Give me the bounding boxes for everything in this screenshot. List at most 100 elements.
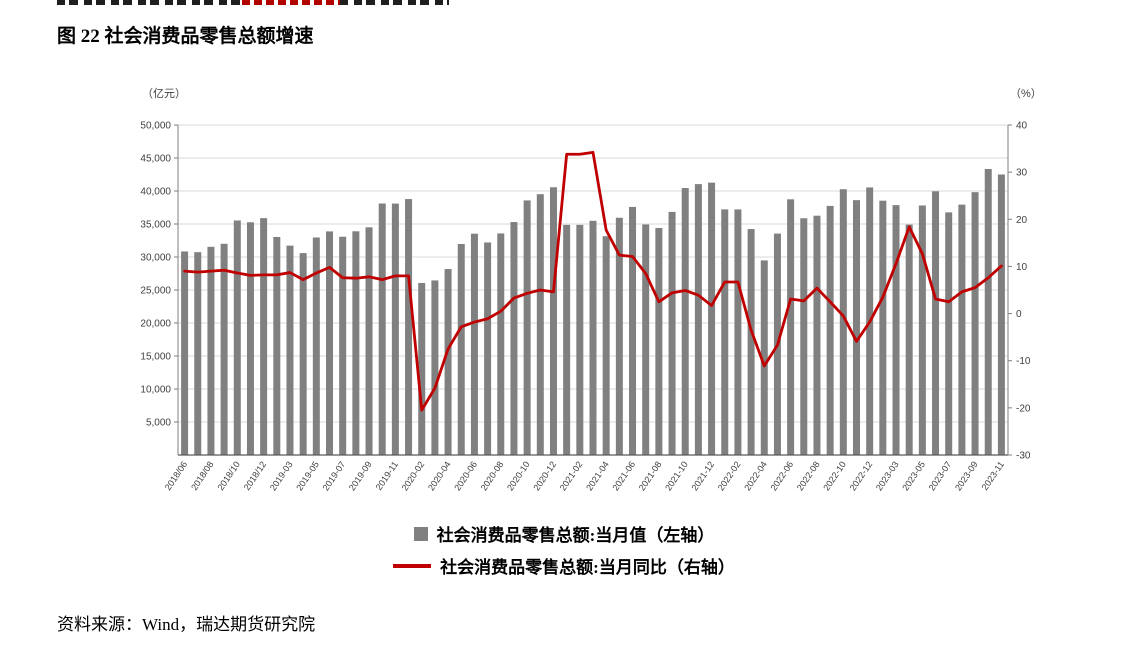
x-axis-tick-label: 2021-12 <box>689 460 716 493</box>
bar <box>905 224 913 455</box>
bar <box>470 233 478 455</box>
bar-series-swatch <box>413 526 428 541</box>
x-axis-tick-label: 2022-02 <box>716 460 743 493</box>
x-axis-tick-label: 2022-08 <box>795 460 822 493</box>
bar <box>879 200 887 455</box>
bar <box>760 260 768 455</box>
right-axis-tick-label: 10 <box>1016 262 1028 273</box>
right-axis-tick-label: -30 <box>1016 451 1031 462</box>
x-axis-tick-label: 2018/10 <box>215 460 241 493</box>
left-axis-tick-label: 10,000 <box>140 385 171 396</box>
bar <box>576 224 584 455</box>
bar <box>220 243 228 455</box>
bar <box>932 191 940 455</box>
right-axis-tick-label: -10 <box>1016 356 1031 367</box>
x-axis-tick-label: 2018/08 <box>189 460 215 493</box>
x-axis-tick-label: 2022-06 <box>768 460 795 493</box>
right-axis-unit: （%） <box>1010 88 1042 100</box>
left-axis-tick-label: 25,000 <box>140 286 171 297</box>
x-axis-tick-label: 2020-02 <box>400 460 427 493</box>
left-axis-tick-label: 45,000 <box>140 154 171 165</box>
bar <box>563 224 571 455</box>
x-axis-tick-label: 2020-10 <box>505 460 532 493</box>
legend-item-line-series: 社会消费品零售总额:当月同比（右轴） <box>393 553 735 578</box>
chart-legend: 社会消费品零售总额:当月值（左轴） 社会消费品零售总额:当月同比（右轴） <box>0 521 1128 578</box>
right-axis-tick-label: -20 <box>1016 403 1031 414</box>
bar <box>510 222 518 455</box>
yoy-line <box>183 150 1003 412</box>
left-axis-tick-label: 35,000 <box>140 220 171 231</box>
x-axis-tick-label: 2021-10 <box>663 460 690 493</box>
x-axis-tick-label: 2021-02 <box>558 460 585 493</box>
bar <box>826 205 834 455</box>
x-axis-tick-label: 2023-05 <box>900 460 927 493</box>
bar <box>326 231 334 455</box>
bar <box>945 212 953 455</box>
legend-label-line-series: 社会消费品零售总额:当月同比（右轴） <box>440 558 735 577</box>
x-axis-tick-label: 2023-11 <box>980 460 1006 492</box>
x-axis-tick-label: 2023-03 <box>874 460 901 493</box>
x-axis-tick-label: 2020-06 <box>452 460 479 493</box>
x-axis-tick-label: 2018/12 <box>242 460 268 493</box>
left-axis-tick-label: 20,000 <box>140 319 171 330</box>
left-axis-tick-label: 50,000 <box>140 121 171 132</box>
x-axis-tick-label: 2020-12 <box>531 460 558 493</box>
bar <box>273 236 281 455</box>
bar <box>536 194 544 455</box>
left-axis-tick-label: 15,000 <box>140 352 171 363</box>
bar <box>233 220 241 455</box>
bar <box>800 218 808 455</box>
bar <box>852 200 860 455</box>
legend-label-bar-series: 社会消费品零售总额:当月值（左轴） <box>436 526 715 545</box>
bar <box>958 204 966 455</box>
bar <box>431 280 439 455</box>
bar <box>457 243 465 455</box>
bar <box>813 215 821 455</box>
bar <box>787 199 795 455</box>
bar <box>694 184 702 455</box>
bar <box>497 233 505 455</box>
bar <box>708 182 716 455</box>
right-axis-tick-label: 0 <box>1016 309 1022 320</box>
bar <box>655 227 663 455</box>
bar <box>984 169 992 455</box>
bar <box>642 224 650 455</box>
x-axis-tick-label: 2022-12 <box>848 460 875 493</box>
bar <box>668 211 676 455</box>
x-axis-tick-label: 2020-04 <box>426 460 453 493</box>
bar <box>589 220 597 455</box>
x-axis-tick-label: 2023-09 <box>953 460 980 493</box>
bar <box>286 245 294 455</box>
bar <box>997 174 1005 455</box>
bar <box>721 209 729 455</box>
bar <box>549 187 557 455</box>
bar <box>734 209 742 455</box>
bar <box>352 231 360 455</box>
legend-item-bar-series: 社会消费品零售总额:当月值（左轴） <box>413 521 715 546</box>
bar <box>260 218 268 455</box>
bar <box>207 246 215 455</box>
bar <box>378 203 386 455</box>
right-axis-tick-label: 30 <box>1016 168 1028 179</box>
bar <box>365 227 373 455</box>
bar <box>839 189 847 455</box>
x-axis-tick-label: 2021-04 <box>584 460 611 493</box>
bar <box>444 269 452 455</box>
x-axis-tick-label: 2022-04 <box>742 460 769 493</box>
left-axis-tick-label: 5,000 <box>146 418 171 429</box>
bar <box>405 199 413 455</box>
bar <box>246 222 254 455</box>
x-axis-tick-label: 2019-05 <box>294 460 321 493</box>
bar <box>615 217 623 455</box>
bar <box>391 203 399 455</box>
x-axis-tick-label: 2019-11 <box>374 460 400 492</box>
x-axis-tick-label: 2022-10 <box>821 460 848 493</box>
line-series-swatch <box>393 563 432 568</box>
retail-sales-combo-chart: 5,000 10,000 15,000 20,000 25,000 30,000 35,00… <box>140 121 1031 493</box>
x-axis-tick-label: 2020-08 <box>479 460 506 493</box>
clipped-text-remnant <box>57 0 449 5</box>
left-axis-tick-label: 40,000 <box>140 187 171 198</box>
bar <box>181 251 189 455</box>
bar <box>747 229 755 455</box>
bar <box>312 237 320 455</box>
